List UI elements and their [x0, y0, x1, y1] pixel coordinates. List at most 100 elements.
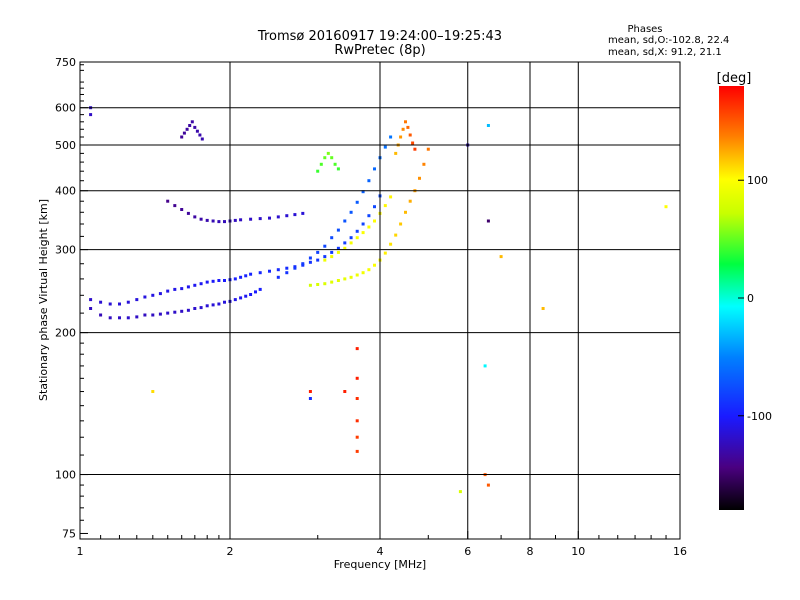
data-point	[336, 279, 340, 282]
data-point	[486, 124, 490, 127]
data-point	[193, 215, 197, 219]
data-point	[268, 216, 271, 220]
data-point	[195, 129, 199, 133]
data-point	[151, 293, 155, 297]
data-point	[186, 285, 190, 289]
data-point	[193, 125, 197, 129]
data-point	[244, 274, 248, 278]
data-point	[249, 272, 253, 276]
data-point	[193, 283, 197, 287]
data-point	[355, 419, 359, 423]
data-point	[373, 219, 376, 223]
data-point	[483, 364, 487, 368]
data-point	[239, 296, 243, 300]
data-point	[199, 306, 203, 310]
data-point	[355, 347, 359, 351]
data-point	[316, 169, 320, 173]
data-point	[173, 287, 177, 291]
data-point	[211, 303, 215, 307]
data-point	[426, 147, 430, 151]
data-point	[308, 283, 312, 287]
data-point	[458, 490, 462, 494]
data-point	[541, 307, 545, 310]
data-point	[205, 218, 209, 222]
data-point	[349, 210, 353, 214]
data-point	[408, 199, 412, 203]
data-point	[499, 255, 503, 259]
data-point	[211, 279, 215, 283]
data-point	[399, 135, 403, 139]
data-point	[258, 287, 262, 291]
data-point	[355, 236, 359, 240]
data-point	[343, 277, 347, 281]
data-point	[276, 268, 280, 272]
data-point	[383, 251, 387, 255]
data-point	[200, 137, 204, 141]
chart-title-line1: Tromsø 20160917 19:24:00–19:25:43	[257, 29, 502, 44]
data-point	[411, 141, 415, 145]
data-point	[413, 147, 417, 151]
phases-x-stats: mean, sd,X: 91.2, 21.1	[608, 47, 722, 58]
data-point	[205, 304, 209, 308]
data-point	[330, 250, 334, 254]
y-tick-label: 600	[55, 102, 76, 115]
data-point	[418, 176, 421, 180]
data-point	[135, 298, 139, 302]
x-tick-label: 4	[377, 545, 384, 558]
data-point	[249, 293, 253, 296]
colorbar-ticks: 100 0 -100	[738, 174, 772, 423]
data-point	[323, 282, 327, 286]
data-point	[355, 449, 359, 453]
data-point	[143, 295, 147, 299]
data-point	[173, 310, 177, 314]
data-point	[182, 131, 186, 135]
data-point	[233, 298, 237, 302]
data-point	[399, 222, 403, 226]
data-point	[336, 246, 340, 250]
data-point	[99, 313, 103, 317]
data-point	[158, 292, 162, 296]
data-point	[394, 233, 398, 237]
data-point	[316, 258, 320, 262]
data-point	[276, 215, 280, 219]
data-point	[239, 275, 243, 279]
data-point	[118, 316, 121, 320]
data-point	[258, 271, 262, 275]
chart-title-line2: RwPretec (8p)	[334, 43, 425, 58]
data-point	[223, 220, 226, 224]
data-point	[143, 313, 147, 317]
grid-lines	[80, 62, 680, 539]
data-point	[166, 199, 170, 203]
data-point	[233, 218, 237, 222]
data-point	[355, 273, 359, 277]
colorbar-label: [deg]	[717, 71, 752, 86]
data-point	[367, 225, 371, 229]
data-point	[89, 113, 93, 117]
data-point	[401, 127, 405, 131]
data-point	[367, 268, 371, 272]
data-point	[118, 302, 121, 306]
data-point	[185, 127, 189, 131]
data-point	[135, 315, 139, 319]
x-axis-ticks: 1 2 4 6 8 10 16	[77, 531, 687, 558]
data-point	[319, 162, 323, 166]
data-point	[373, 205, 376, 209]
data-point	[308, 390, 312, 393]
scatter-points	[89, 106, 668, 494]
data-point	[336, 167, 340, 171]
data-point	[151, 313, 155, 317]
data-point	[422, 162, 426, 166]
y-axis-ticks: 75 100 200 300 400 500 600 750	[55, 56, 88, 540]
data-point	[223, 300, 226, 304]
data-point	[180, 287, 184, 291]
data-point	[258, 217, 262, 221]
data-point	[323, 156, 327, 160]
data-point	[89, 307, 93, 310]
data-point	[404, 120, 407, 124]
data-point	[486, 483, 490, 487]
data-point	[343, 219, 347, 223]
data-point	[180, 208, 184, 211]
data-point	[316, 283, 320, 286]
data-point	[361, 222, 365, 226]
